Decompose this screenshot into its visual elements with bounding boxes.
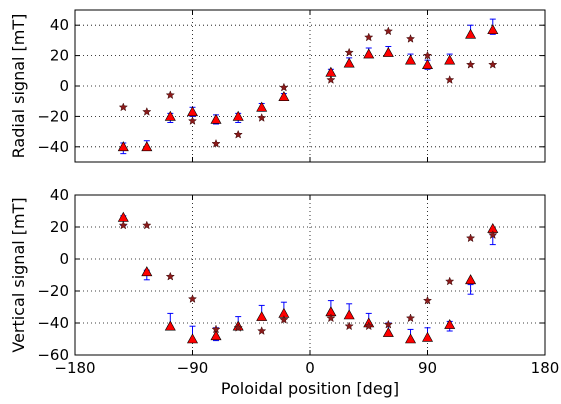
star-point (445, 75, 455, 84)
x-axis-label: Poloidal position [deg] (221, 379, 399, 398)
x-tick-label: −90 (177, 359, 209, 377)
star-point (187, 116, 198, 125)
panel-top: −40 −20 0 20 40 Radial signal [mT] (9, 9, 546, 163)
star-point (383, 319, 393, 329)
star-point (279, 314, 289, 324)
y-axis-label: Radial signal [mT] (9, 14, 28, 159)
y-tick-label: 40 (50, 186, 69, 204)
triangle-point (256, 101, 268, 112)
triangle-point (444, 54, 456, 65)
triangle-point (465, 28, 477, 39)
star-point (142, 106, 152, 116)
star-point (383, 26, 393, 36)
panel-bottom: −60 −40 −20 0 20 40 −180 −90 0 90 180 Vertical sign… (9, 186, 559, 398)
star-point (211, 324, 221, 334)
triangle-point (232, 110, 244, 121)
star-point (344, 321, 354, 331)
x-tick-label: 90 (418, 359, 437, 377)
star-point (142, 220, 152, 230)
star-point (465, 59, 476, 69)
star-point (118, 102, 128, 112)
star-point (344, 47, 354, 57)
triangle-point (164, 320, 176, 331)
series-star (118, 26, 498, 148)
triangle-point (405, 333, 417, 344)
triangle-point (141, 141, 153, 152)
series-star (118, 220, 498, 335)
triangle-point (164, 110, 176, 121)
x-tick-label: 180 (531, 359, 560, 377)
triangle-point (405, 54, 417, 65)
star-point (165, 271, 175, 281)
series-triangle (117, 24, 499, 152)
star-point (422, 50, 433, 60)
triangle-point (421, 331, 434, 342)
star-point (445, 276, 455, 286)
triangle-point (117, 141, 129, 152)
triangle-point (141, 266, 153, 277)
y-tick-label: −20 (37, 282, 69, 300)
y-tick-label: −40 (37, 314, 69, 332)
triangle-point (186, 333, 199, 344)
triangle-point (382, 46, 394, 57)
x-tick-label: −180 (54, 359, 95, 377)
star-point (257, 326, 267, 335)
star-point (405, 33, 416, 43)
triangle-point (117, 211, 129, 222)
star-point (118, 220, 128, 230)
star-point (257, 113, 267, 122)
star-point (364, 321, 374, 331)
star-point (233, 322, 243, 332)
triangle-point (487, 24, 499, 35)
star-point (211, 138, 221, 148)
star-point (165, 90, 175, 100)
star-point (326, 313, 336, 323)
x-tick-label: 0 (305, 359, 315, 377)
y-tick-label: 20 (50, 218, 69, 236)
star-point (326, 75, 336, 84)
y-axis-label: Vertical signal [mT] (9, 197, 28, 352)
star-point (488, 59, 498, 69)
triangle-point (325, 66, 337, 77)
triangle-point (278, 91, 290, 101)
star-point (187, 294, 198, 303)
triangle-point (210, 113, 222, 124)
y-tick-label: −60 (37, 346, 69, 364)
y-tick-label: −40 (37, 138, 69, 156)
triangle-point (382, 326, 394, 337)
y-tick-label: 20 (50, 47, 69, 65)
triangle-point (343, 57, 355, 68)
series-triangle (117, 211, 499, 344)
y-tick-label: −20 (37, 107, 69, 125)
triangle-point (421, 59, 434, 70)
y-tick-label: 0 (59, 77, 69, 95)
triangle-point (444, 318, 456, 329)
star-point (405, 313, 416, 323)
triangle-point (210, 330, 222, 341)
y-tick-label: 0 (59, 250, 69, 268)
star-point (233, 129, 243, 139)
triangle-point (363, 48, 375, 59)
star-point (279, 82, 289, 92)
triangle-point (186, 106, 199, 117)
triangle-point (343, 309, 355, 320)
star-point (465, 233, 476, 243)
star-point (364, 32, 374, 42)
star-point (422, 295, 433, 305)
y-tick-label: 40 (50, 16, 69, 34)
triangle-point (256, 310, 268, 321)
triangle-point (465, 274, 477, 285)
star-point (488, 230, 498, 239)
